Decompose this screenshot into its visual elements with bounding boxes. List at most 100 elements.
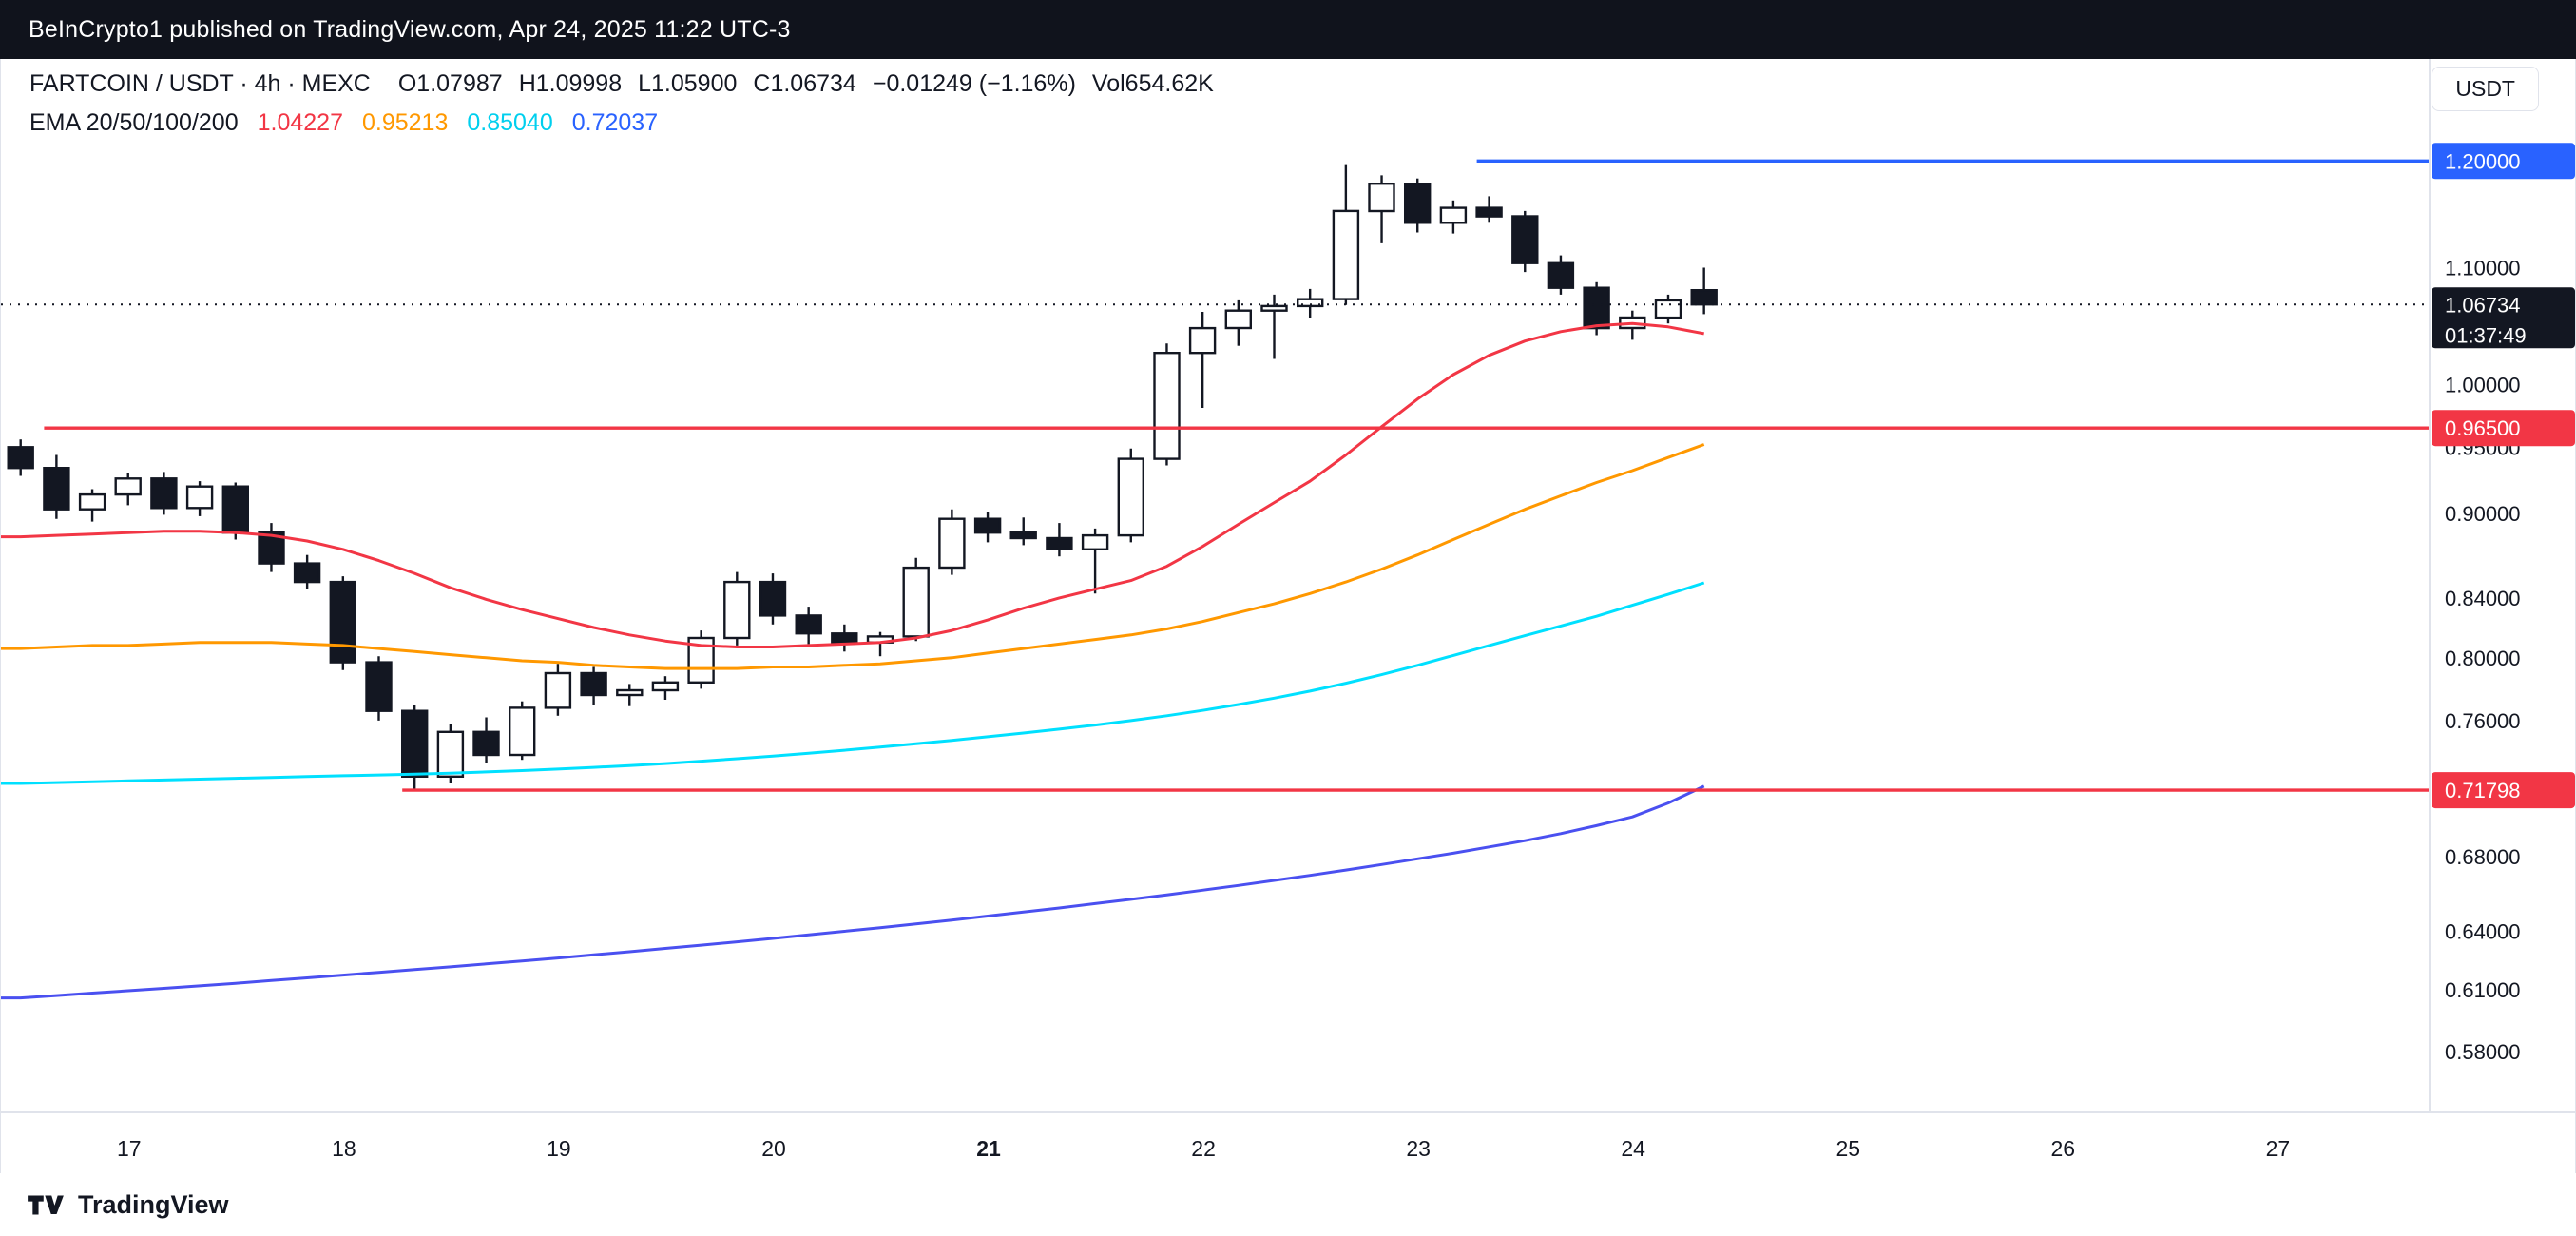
price-tick-label: 0.64000	[2445, 919, 2521, 943]
candle-body	[795, 614, 822, 635]
candle-body	[723, 580, 751, 640]
candle-body	[902, 566, 930, 638]
candle-body	[831, 632, 858, 644]
ema20-value: 1.04227	[257, 109, 343, 136]
candle-body	[1439, 206, 1468, 224]
plot-area[interactable]: 1.100001.000000.950000.900000.840000.800…	[1, 59, 2576, 1173]
candle-body	[1654, 299, 1682, 319]
candle-body	[1117, 457, 1145, 537]
candle-body	[1368, 182, 1395, 213]
ema20-line	[1, 321, 1704, 648]
candle-body	[436, 730, 465, 778]
volume-value: Vol654.62K	[1091, 70, 1214, 97]
candle-body	[1690, 288, 1718, 306]
candle-body	[1403, 182, 1432, 224]
time-tick-label: 22	[1191, 1136, 1216, 1161]
ohlc-high: H1.09998	[518, 70, 623, 97]
tradingview-footer: TradingView	[0, 1173, 2576, 1236]
candle-body	[509, 706, 536, 757]
tradingview-logo-icon[interactable]	[27, 1194, 65, 1216]
candle-body	[1296, 298, 1324, 308]
candle-body	[293, 562, 321, 584]
candle-body	[1153, 352, 1181, 460]
candle-body	[938, 517, 966, 570]
candle-countdown: 01:37:49	[2445, 323, 2527, 347]
price-tick-label: 0.76000	[2445, 709, 2521, 733]
time-tick-label: 18	[332, 1136, 356, 1161]
chart-legend: FARTCOIN / USDT · 4h · MEXC O1.07987 H1.…	[29, 70, 1214, 137]
candle-body	[1475, 206, 1503, 218]
candle-body	[1081, 533, 1109, 551]
ema200-line	[1, 784, 1705, 1000]
time-tick-label: 27	[2266, 1136, 2291, 1161]
candle-body	[1547, 261, 1575, 289]
time-tick-label: 19	[547, 1136, 571, 1161]
candle-body	[43, 467, 70, 511]
price-tick-label: 1.10000	[2445, 256, 2521, 280]
candle-body	[221, 485, 250, 534]
candle-body	[329, 580, 356, 664]
candle-body	[365, 661, 393, 712]
ema50-value: 0.95213	[362, 109, 449, 136]
price-tick-label: 0.68000	[2445, 845, 2521, 869]
ohlc-close: C1.06734	[753, 70, 856, 97]
level-price-badge-label: 0.96500	[2445, 416, 2521, 440]
tradingview-wordmark[interactable]: TradingView	[78, 1189, 229, 1219]
current-price-badge-value: 1.06734	[2445, 293, 2521, 317]
price-tick-label: 0.80000	[2445, 647, 2521, 670]
ema200-value: 0.72037	[571, 109, 659, 136]
candle-body	[759, 580, 787, 617]
candle-body	[544, 671, 572, 709]
time-tick-label: 17	[117, 1136, 142, 1161]
price-tick-label: 1.00000	[2445, 373, 2521, 396]
price-tick-label: 0.61000	[2445, 978, 2521, 1002]
candle-body	[401, 709, 429, 779]
candle-body	[973, 517, 1002, 534]
candle-body	[580, 671, 607, 697]
candle-body	[651, 681, 680, 692]
price-tick-label: 0.58000	[2445, 1040, 2521, 1064]
ema100-line	[1, 581, 1705, 785]
candle-body	[78, 492, 106, 511]
time-tick-label: 24	[1621, 1136, 1645, 1161]
ema-row: EMA 20/50/100/200 1.04227 0.95213 0.8504…	[29, 109, 1214, 137]
candle-body	[1583, 286, 1610, 330]
ema-indicator-label[interactable]: EMA 20/50/100/200	[29, 109, 239, 136]
level-price-badge	[2432, 410, 2575, 447]
candle-body	[1046, 536, 1073, 550]
candle-body	[150, 477, 178, 510]
level-price-badge-label: 1.20000	[2445, 149, 2521, 173]
candle-body	[1009, 531, 1037, 540]
current-price-badge	[2432, 287, 2575, 349]
attribution-bar: BeInCrypto1 published on TradingView.com…	[0, 0, 2576, 59]
time-tick-label: 21	[976, 1136, 1001, 1161]
attribution-text: BeInCrypto1 published on TradingView.com…	[29, 15, 791, 43]
candle-body	[185, 485, 214, 510]
price-tick-label: 0.90000	[2445, 502, 2521, 526]
candle-body	[1224, 309, 1253, 330]
ohlc-change: −0.01249 (−1.16%)	[872, 70, 1076, 97]
time-tick-label: 25	[1836, 1136, 1861, 1161]
currency-toggle-button[interactable]: USDT	[2432, 67, 2539, 111]
ohlc-open: O1.07987	[397, 70, 503, 97]
candle-body	[114, 477, 142, 496]
ema100-value: 0.85040	[467, 109, 553, 136]
candle-body	[1332, 209, 1360, 300]
candle-body	[1511, 215, 1539, 264]
ohlc-row: FARTCOIN / USDT · 4h · MEXC O1.07987 H1.…	[29, 70, 1214, 98]
candle-body	[472, 730, 500, 757]
candle-body	[1260, 304, 1288, 312]
candle-body	[7, 446, 34, 470]
time-tick-label: 20	[761, 1136, 786, 1161]
candle-body	[1188, 326, 1217, 355]
chart-area: 1.10000 1.00000 0.95000 0.90000 0.84000 0.800…	[0, 59, 2576, 1173]
level-price-badge-label: 0.71798	[2445, 779, 2521, 802]
time-tick-label: 26	[2051, 1136, 2076, 1161]
ohlc-low: L1.05900	[638, 70, 738, 97]
level-price-badge	[2432, 772, 2575, 809]
price-tick-label: 0.84000	[2445, 587, 2521, 610]
symbol-title[interactable]: FARTCOIN / USDT · 4h · MEXC	[29, 70, 371, 97]
level-price-badge	[2432, 143, 2575, 180]
candle-body	[616, 688, 644, 697]
time-tick-label: 23	[1406, 1136, 1431, 1161]
